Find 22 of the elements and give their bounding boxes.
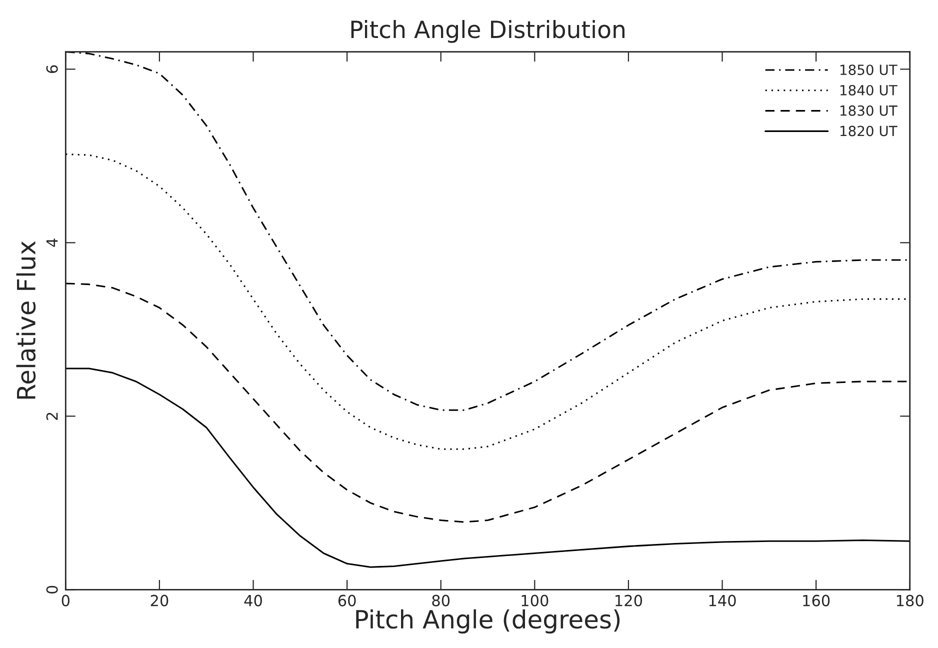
x-tick-label: 80 — [432, 594, 450, 606]
x-tick-label: 100 — [522, 594, 548, 606]
x-tick-label: 60 — [338, 594, 356, 606]
x-tick-label: 140 — [709, 594, 736, 606]
x-axis-title: Pitch Angle (degrees) — [356, 609, 620, 634]
x-tick-label: 40 — [244, 594, 262, 606]
y-tick-label: 2 — [46, 412, 58, 420]
legend-label: 1850 UT — [840, 64, 898, 76]
x-tick-label: 120 — [616, 594, 642, 606]
legend-label: 1820 UT — [840, 126, 898, 136]
legend-label: 1840 UT — [840, 84, 898, 96]
x-tick-label: 20 — [150, 594, 168, 606]
y-tick-label: 0 — [46, 586, 58, 594]
y-axis-title: Relative Flux — [16, 241, 36, 399]
y-tick-label: 4 — [46, 238, 58, 247]
y-tick-label: 6 — [46, 65, 58, 73]
line-series — [66, 368, 910, 568]
x-tick-label: 180 — [896, 594, 924, 606]
legend-label: 1830 UT — [840, 105, 898, 116]
chart-title: Pitch Angle Distribution — [351, 20, 624, 43]
x-tick-label: 0 — [62, 594, 70, 606]
x-tick-label: 160 — [803, 594, 830, 606]
